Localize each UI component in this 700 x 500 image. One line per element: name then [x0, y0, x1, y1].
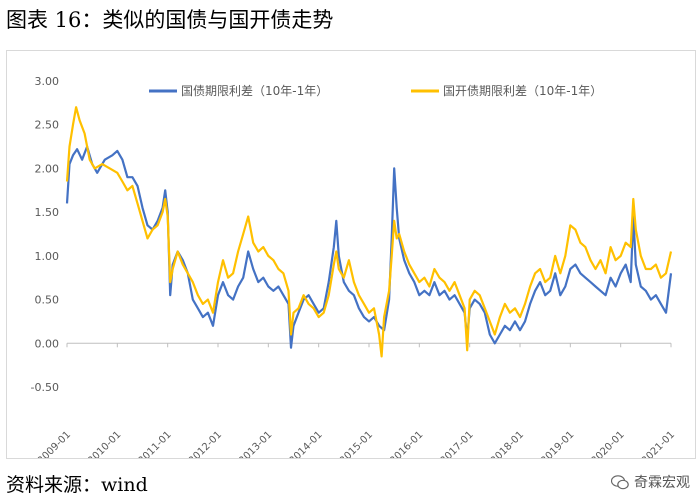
source-note: 资料来源：wind — [6, 474, 148, 496]
wechat-icon — [611, 474, 629, 489]
y-tick-label: 0.00 — [35, 337, 60, 350]
x-axis: 2009-01 2010-01 2011-01 2012-01 2013-01 2014-… — [36, 342, 677, 467]
x-tick-label: 2011-01 — [136, 429, 173, 458]
x-tick-label: 2014-01 — [287, 429, 324, 458]
y-tick-label: 2.50 — [35, 119, 60, 132]
x-tick-label: 2017-01 — [438, 429, 475, 458]
series-line-cdb-spread — [65, 106, 673, 358]
legend-label-cdb: 国开债期限利差（10年-1年） — [443, 84, 602, 98]
x-tick-label: 2021-01 — [640, 429, 677, 458]
watermark: 奇霖宏观 — [611, 472, 690, 492]
chart-series — [65, 106, 673, 358]
y-tick-label: 3.00 — [35, 75, 60, 88]
x-tick-label: 2012-01 — [187, 429, 224, 458]
watermark-text: 奇霖宏观 — [634, 475, 690, 491]
x-tick-label: 2009-01 — [36, 429, 73, 458]
line-chart: 国债期限利差（10年-1年） 国开债期限利差（10年-1年） -0.50 0.00… — [31, 75, 678, 467]
y-tick-label: 0.50 — [35, 294, 60, 307]
y-tick-label: 1.00 — [35, 250, 60, 263]
x-tick-label: 2019-01 — [539, 429, 576, 458]
y-tick-label: -0.50 — [31, 381, 59, 394]
y-tick-label: 1.50 — [35, 206, 60, 219]
x-tick-label: 2013-01 — [237, 429, 274, 458]
x-tick-label: 2015-01 — [338, 429, 375, 458]
y-axis: -0.50 0.00 0.50 1.00 1.50 2.00 2.50 3.00 — [31, 75, 59, 394]
legend-label-treasury: 国债期限利差（10年-1年） — [181, 84, 328, 98]
chart-legend: 国债期限利差（10年-1年） 国开债期限利差（10年-1年） — [149, 84, 602, 98]
figure-title: 图表 16：类似的国债与国开债走势 — [6, 8, 334, 32]
chart-frame: 国债期限利差（10年-1年） 国开债期限利差（10年-1年） -0.50 0.00… — [6, 50, 696, 467]
series-line-treasury-spread — [65, 145, 673, 349]
y-tick-label: 2.00 — [35, 162, 60, 175]
x-tick-label: 2010-01 — [86, 429, 123, 458]
x-tick-label: 2016-01 — [388, 429, 425, 458]
x-tick-label: 2018-01 — [489, 429, 526, 458]
x-tick-label: 2020-01 — [589, 429, 626, 458]
